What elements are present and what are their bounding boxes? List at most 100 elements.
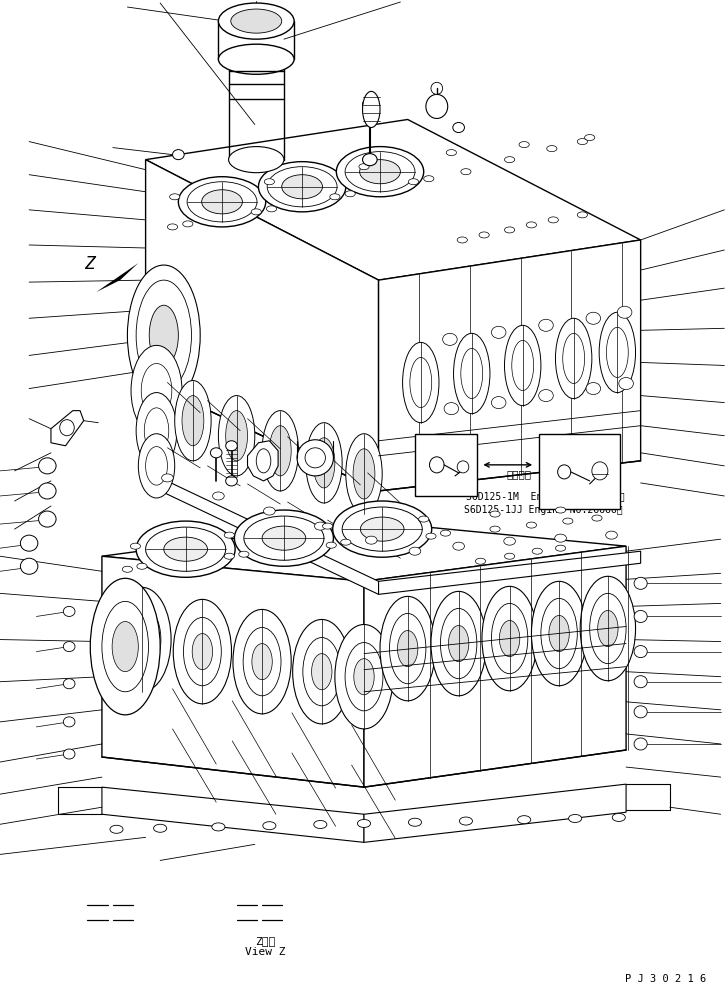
Ellipse shape bbox=[446, 150, 456, 156]
Ellipse shape bbox=[490, 527, 500, 533]
Ellipse shape bbox=[634, 578, 647, 590]
Text: Z　視: Z 視 bbox=[256, 935, 276, 945]
Ellipse shape bbox=[580, 577, 636, 681]
Ellipse shape bbox=[173, 150, 184, 160]
Polygon shape bbox=[102, 522, 626, 582]
Ellipse shape bbox=[353, 449, 375, 499]
Ellipse shape bbox=[539, 390, 553, 402]
Ellipse shape bbox=[585, 135, 595, 141]
Ellipse shape bbox=[297, 440, 333, 476]
Ellipse shape bbox=[113, 588, 171, 692]
Ellipse shape bbox=[345, 192, 355, 198]
Polygon shape bbox=[51, 411, 84, 446]
Ellipse shape bbox=[491, 604, 528, 674]
Ellipse shape bbox=[178, 178, 266, 228]
Ellipse shape bbox=[606, 532, 617, 540]
Ellipse shape bbox=[430, 457, 444, 473]
Ellipse shape bbox=[341, 540, 351, 546]
Ellipse shape bbox=[598, 611, 618, 647]
Ellipse shape bbox=[256, 449, 271, 473]
Ellipse shape bbox=[213, 492, 224, 500]
Ellipse shape bbox=[63, 642, 75, 652]
Ellipse shape bbox=[183, 222, 193, 228]
Ellipse shape bbox=[491, 397, 506, 409]
Ellipse shape bbox=[491, 327, 506, 339]
Ellipse shape bbox=[342, 508, 422, 552]
Ellipse shape bbox=[314, 820, 327, 828]
Ellipse shape bbox=[346, 434, 382, 515]
Ellipse shape bbox=[499, 621, 520, 657]
Ellipse shape bbox=[359, 164, 369, 171]
Ellipse shape bbox=[410, 358, 432, 408]
Ellipse shape bbox=[634, 676, 647, 688]
Ellipse shape bbox=[403, 343, 439, 423]
Ellipse shape bbox=[357, 819, 371, 827]
Ellipse shape bbox=[504, 538, 515, 546]
Ellipse shape bbox=[243, 628, 281, 696]
Ellipse shape bbox=[482, 587, 537, 691]
Ellipse shape bbox=[130, 544, 141, 550]
Ellipse shape bbox=[313, 438, 335, 488]
Text: S6D125-1JJ Engine No.26666～: S6D125-1JJ Engine No.26666～ bbox=[464, 505, 623, 515]
Ellipse shape bbox=[440, 609, 477, 679]
Ellipse shape bbox=[457, 238, 467, 244]
Ellipse shape bbox=[202, 191, 242, 215]
Ellipse shape bbox=[132, 622, 152, 658]
Ellipse shape bbox=[454, 334, 490, 414]
Ellipse shape bbox=[431, 83, 443, 95]
Ellipse shape bbox=[363, 92, 380, 128]
Ellipse shape bbox=[136, 393, 177, 469]
Ellipse shape bbox=[363, 154, 377, 166]
Ellipse shape bbox=[63, 717, 75, 727]
Ellipse shape bbox=[408, 818, 422, 826]
Ellipse shape bbox=[141, 364, 172, 418]
Ellipse shape bbox=[389, 614, 426, 684]
Ellipse shape bbox=[167, 225, 178, 231]
Ellipse shape bbox=[459, 817, 472, 825]
Ellipse shape bbox=[443, 334, 457, 346]
Ellipse shape bbox=[360, 160, 400, 185]
Ellipse shape bbox=[345, 643, 383, 711]
Ellipse shape bbox=[269, 426, 291, 476]
Ellipse shape bbox=[123, 606, 161, 674]
Ellipse shape bbox=[526, 223, 537, 229]
Ellipse shape bbox=[336, 147, 424, 198]
Ellipse shape bbox=[490, 512, 500, 518]
Ellipse shape bbox=[448, 626, 469, 662]
Polygon shape bbox=[146, 471, 379, 595]
Ellipse shape bbox=[555, 535, 566, 543]
Ellipse shape bbox=[558, 465, 571, 479]
Ellipse shape bbox=[144, 408, 169, 454]
Ellipse shape bbox=[266, 207, 277, 213]
Ellipse shape bbox=[555, 546, 566, 552]
Polygon shape bbox=[96, 264, 138, 293]
Ellipse shape bbox=[20, 559, 38, 575]
Ellipse shape bbox=[532, 549, 542, 555]
Ellipse shape bbox=[345, 152, 415, 193]
Ellipse shape bbox=[282, 176, 323, 200]
Ellipse shape bbox=[586, 313, 601, 325]
Ellipse shape bbox=[122, 567, 132, 573]
Ellipse shape bbox=[453, 123, 464, 133]
Ellipse shape bbox=[262, 527, 306, 551]
Ellipse shape bbox=[461, 349, 483, 399]
Ellipse shape bbox=[146, 447, 167, 485]
Ellipse shape bbox=[634, 611, 647, 623]
Ellipse shape bbox=[563, 519, 573, 525]
Ellipse shape bbox=[461, 170, 471, 176]
Ellipse shape bbox=[408, 180, 419, 186]
Ellipse shape bbox=[264, 180, 274, 186]
Ellipse shape bbox=[555, 508, 566, 514]
Ellipse shape bbox=[549, 616, 569, 652]
Ellipse shape bbox=[360, 518, 404, 542]
Ellipse shape bbox=[539, 320, 553, 332]
Ellipse shape bbox=[612, 813, 625, 821]
Polygon shape bbox=[146, 160, 379, 491]
Ellipse shape bbox=[548, 218, 558, 224]
Ellipse shape bbox=[218, 396, 255, 476]
Text: View Z: View Z bbox=[245, 946, 286, 956]
Polygon shape bbox=[146, 120, 641, 281]
Ellipse shape bbox=[555, 319, 592, 399]
Ellipse shape bbox=[63, 749, 75, 759]
Ellipse shape bbox=[541, 599, 577, 669]
